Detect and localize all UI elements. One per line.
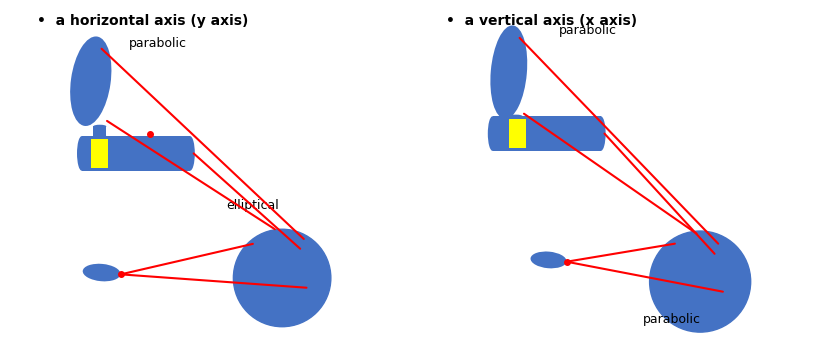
Ellipse shape [490,25,528,119]
Bar [509,119,526,148]
Circle shape [649,231,751,332]
Bar [91,139,108,168]
Ellipse shape [488,116,497,151]
Bar [82,136,190,171]
Text: parabolic: parabolic [128,37,187,50]
Text: elliptical: elliptical [226,199,279,212]
Text: parabolic: parabolic [642,313,700,326]
Ellipse shape [83,264,120,281]
Ellipse shape [510,117,523,121]
Text: •  a horizontal axis (y axis): • a horizontal axis (y axis) [37,14,248,29]
Text: •  a vertical axis (x axis): • a vertical axis (x axis) [446,14,636,29]
Ellipse shape [93,134,106,138]
Text: parabolic: parabolic [560,24,618,37]
Ellipse shape [93,125,106,128]
Bar [93,126,106,136]
Ellipse shape [510,115,523,118]
Ellipse shape [186,136,195,171]
Ellipse shape [70,36,111,126]
Ellipse shape [77,136,87,171]
Bar [510,116,523,119]
Ellipse shape [596,116,605,151]
Ellipse shape [531,252,567,268]
Bar [492,116,601,151]
Circle shape [233,229,330,327]
